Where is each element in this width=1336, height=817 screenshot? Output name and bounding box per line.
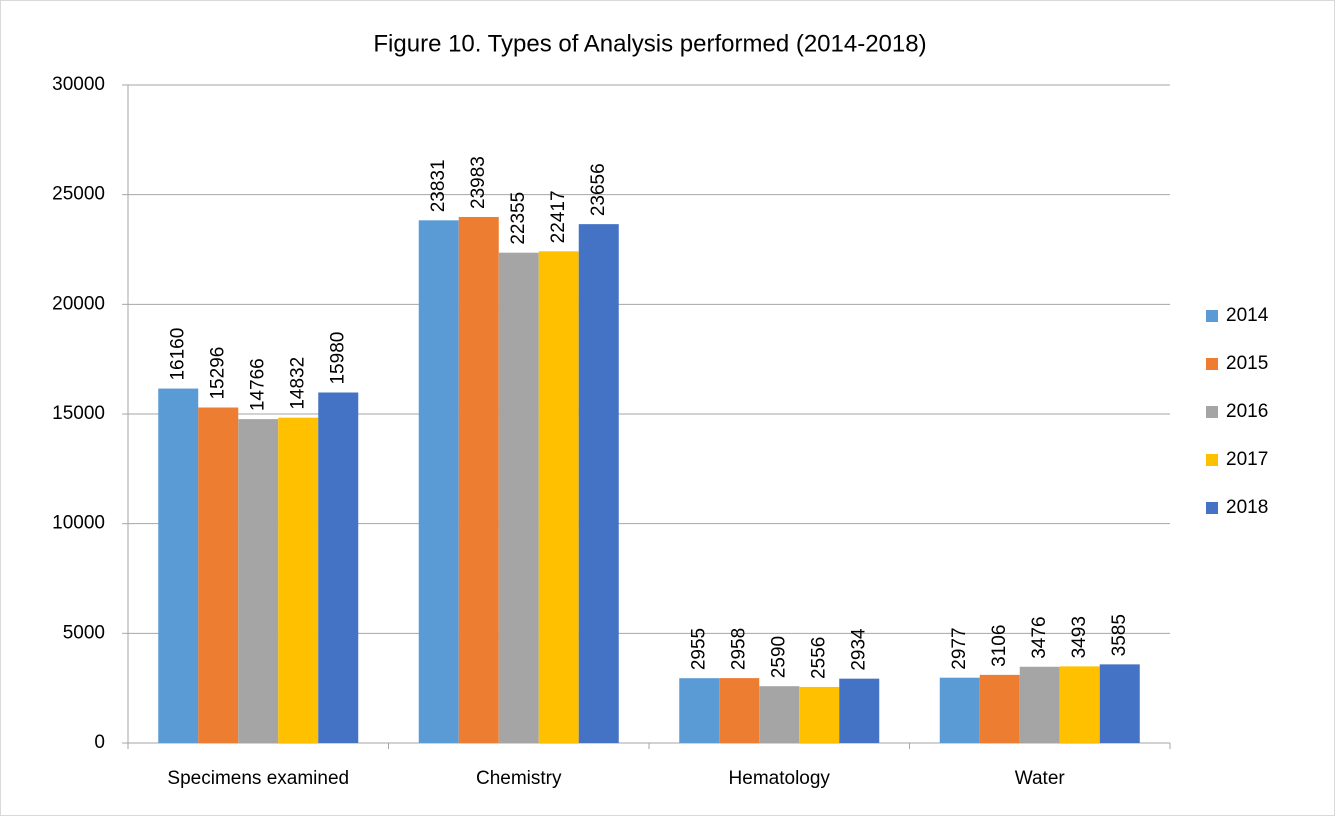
bar xyxy=(679,678,720,743)
bar xyxy=(418,220,459,743)
bar xyxy=(839,678,880,743)
legend-label: 2014 xyxy=(1226,305,1269,326)
data-label: 22417 xyxy=(548,190,569,243)
legend-swatch xyxy=(1206,454,1218,466)
data-label: 3106 xyxy=(989,625,1010,667)
bar xyxy=(158,388,199,743)
legend-swatch xyxy=(1206,310,1218,322)
data-label: 2590 xyxy=(768,636,789,678)
y-tick-label: 25000 xyxy=(52,184,105,205)
bar xyxy=(1099,664,1140,743)
data-label: 2934 xyxy=(848,628,869,671)
bar xyxy=(799,686,840,743)
bar xyxy=(538,251,579,743)
data-label: 2955 xyxy=(688,628,709,670)
legend-swatch xyxy=(1206,406,1218,418)
y-tick-label: 30000 xyxy=(52,74,105,95)
y-tick-label: 0 xyxy=(94,732,105,753)
y-tick-label: 10000 xyxy=(52,513,105,534)
data-label: 15980 xyxy=(327,332,348,385)
bar xyxy=(278,417,319,743)
legend-swatch xyxy=(1206,358,1218,370)
data-label: 14766 xyxy=(247,358,268,411)
x-tick-label: Hematology xyxy=(729,768,831,789)
bar xyxy=(1019,666,1060,743)
legend-label: 2016 xyxy=(1226,401,1268,422)
bar xyxy=(1059,666,1100,743)
bar xyxy=(318,392,359,743)
data-label: 3476 xyxy=(1029,616,1050,658)
bar xyxy=(498,252,539,743)
x-tick-label: Chemistry xyxy=(476,768,562,789)
data-label: 23831 xyxy=(428,159,449,212)
data-label: 2958 xyxy=(728,628,749,670)
bar xyxy=(759,686,800,743)
data-label: 14832 xyxy=(287,357,308,410)
data-label: 15296 xyxy=(207,347,228,400)
legend-label: 2015 xyxy=(1226,353,1268,374)
bar xyxy=(238,419,279,743)
y-tick-label: 20000 xyxy=(52,293,105,314)
data-label: 3493 xyxy=(1069,616,1090,658)
data-label: 22355 xyxy=(508,192,529,245)
data-label: 2556 xyxy=(808,637,829,679)
legend-label: 2018 xyxy=(1226,497,1268,518)
x-tick-label: Specimens examined xyxy=(167,768,349,789)
data-label: 3585 xyxy=(1109,614,1130,656)
data-label: 23983 xyxy=(468,156,489,209)
bar xyxy=(578,224,619,743)
y-tick-label: 15000 xyxy=(52,403,105,424)
data-label: 16160 xyxy=(167,328,188,381)
bar xyxy=(939,677,980,743)
chart-title: Figure 10. Types of Analysis performed (… xyxy=(373,30,926,57)
y-tick-label: 5000 xyxy=(63,622,105,643)
legend-swatch xyxy=(1206,502,1218,514)
x-tick-label: Water xyxy=(1015,768,1066,789)
bar xyxy=(198,407,239,743)
bar xyxy=(719,678,760,743)
legend-label: 2017 xyxy=(1226,449,1268,470)
data-label: 2977 xyxy=(949,627,970,669)
bar xyxy=(979,674,1020,743)
bar xyxy=(458,216,499,743)
data-label: 23656 xyxy=(588,163,609,216)
